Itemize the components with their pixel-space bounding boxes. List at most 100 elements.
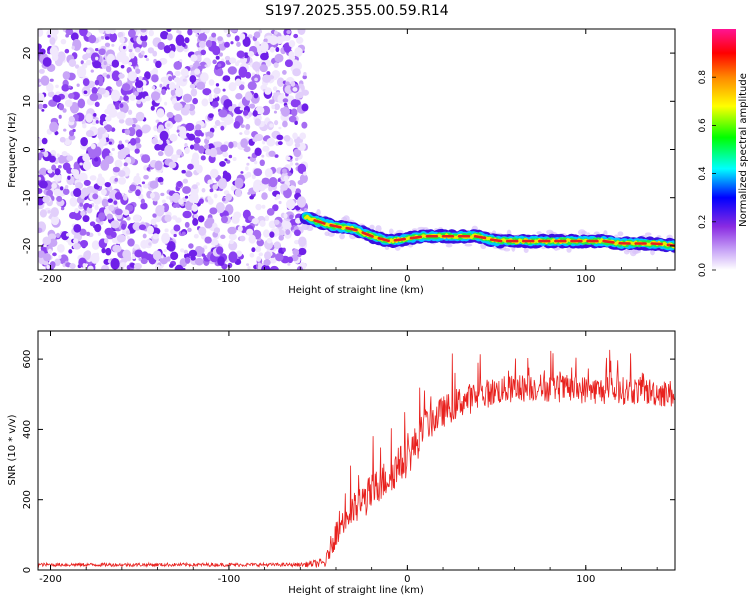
noise-blob	[43, 151, 49, 158]
noise-blob	[136, 100, 142, 105]
noise-blob	[166, 245, 172, 251]
noise-blob	[302, 75, 307, 80]
top-y-axis-label: Frequency (Hz)	[7, 112, 18, 188]
noise-blob	[205, 217, 215, 225]
noise-blob	[273, 241, 281, 250]
noise-blob	[247, 81, 257, 91]
noise-blob	[134, 80, 144, 89]
noise-blob	[284, 59, 293, 68]
noise-blob	[288, 115, 297, 123]
noise-blob	[48, 155, 56, 163]
track-halo	[464, 243, 473, 247]
noise-blob	[261, 264, 271, 270]
y-tick-label: -10	[22, 190, 33, 206]
noise-blob	[69, 197, 78, 207]
noise-blob	[291, 108, 298, 117]
noise-blob	[62, 71, 70, 80]
noise-blob	[143, 174, 149, 180]
noise-blob	[49, 46, 58, 57]
noise-blob	[217, 256, 225, 267]
noise-blob	[253, 160, 258, 165]
noise-blob	[73, 238, 79, 244]
noise-blob	[123, 95, 129, 102]
noise-blob	[161, 199, 166, 204]
noise-blob	[42, 236, 52, 246]
noise-blob	[175, 87, 184, 98]
noise-blob	[159, 83, 163, 88]
noise-blob	[296, 36, 304, 44]
noise-blob	[181, 42, 186, 48]
noise-blob	[57, 51, 66, 62]
noise-blob	[293, 99, 301, 107]
noise-blob	[197, 215, 205, 223]
noise-blob	[119, 36, 125, 44]
noise-blob	[83, 179, 91, 186]
noise-blob	[232, 156, 237, 162]
noise-blob	[244, 91, 253, 101]
noise-blob	[168, 161, 177, 169]
noise-blob	[107, 259, 111, 264]
noise-blob	[38, 138, 42, 146]
noise-blob	[221, 215, 228, 224]
noise-blob	[176, 29, 180, 34]
noise-blob	[194, 198, 199, 204]
noise-blob	[109, 152, 113, 156]
noise-blob	[252, 61, 261, 71]
noise-blob	[125, 117, 134, 126]
noise-blob	[47, 210, 51, 214]
noise-blob	[223, 114, 233, 126]
noise-blob	[290, 80, 296, 87]
noise-blob	[87, 265, 94, 270]
noise-blob	[294, 239, 300, 245]
noise-blob	[195, 164, 203, 174]
noise-blob	[150, 218, 157, 226]
noise-blob	[215, 202, 225, 214]
noise-blob	[247, 50, 255, 57]
noise-blob	[112, 166, 120, 173]
noise-blob	[262, 145, 270, 152]
noise-blob	[41, 137, 48, 145]
noise-blob	[168, 263, 174, 268]
noise-blob	[64, 99, 73, 108]
track-halo	[523, 247, 529, 254]
noise-blob	[166, 29, 172, 33]
noise-blob	[274, 103, 280, 111]
noise-blob	[273, 120, 279, 126]
noise-blob	[245, 123, 251, 131]
noise-blob	[143, 184, 149, 189]
noise-blob	[91, 87, 98, 95]
noise-blob	[286, 156, 291, 161]
noise-blob	[114, 191, 122, 200]
noise-blob	[184, 142, 188, 147]
noise-blob	[166, 140, 170, 145]
noise-blob	[266, 237, 273, 244]
noise-blob	[74, 182, 84, 190]
noise-blob	[175, 217, 182, 223]
bottom-y-axis: 0 200 400 600	[22, 350, 675, 573]
noise-blob	[38, 43, 42, 50]
noise-blob	[163, 249, 167, 253]
noise-blob	[122, 45, 126, 50]
noise-blob	[98, 48, 106, 56]
noise-blob	[260, 41, 269, 53]
noise-blob	[212, 184, 219, 190]
noise-blob	[283, 175, 289, 182]
noise-blob	[235, 93, 243, 100]
noise-blob	[94, 48, 99, 52]
colorbar-label: Normalized spectral amplitude	[738, 73, 749, 227]
noise-blob	[228, 239, 234, 245]
noise-blob	[196, 81, 206, 90]
noise-blob	[295, 157, 299, 162]
noise-blob	[80, 60, 84, 65]
noise-blob	[155, 60, 162, 69]
track-halo	[369, 224, 375, 230]
x-tick-label: 0	[404, 574, 410, 585]
noise-blob	[182, 178, 189, 184]
noise-blob	[151, 137, 158, 145]
track-halo	[375, 225, 382, 233]
x-tick-label: -100	[218, 574, 241, 585]
noise-blob	[164, 101, 168, 106]
noise-blob	[213, 227, 221, 234]
noise-blob	[105, 36, 110, 40]
